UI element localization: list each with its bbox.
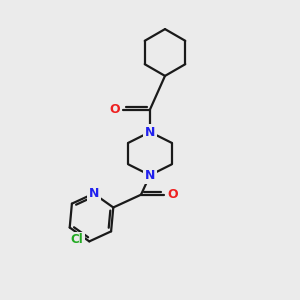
Text: N: N: [145, 169, 155, 182]
Text: N: N: [88, 187, 99, 200]
Text: N: N: [145, 125, 155, 139]
Text: Cl: Cl: [70, 233, 83, 246]
Text: O: O: [109, 103, 120, 116]
Text: O: O: [167, 188, 178, 201]
